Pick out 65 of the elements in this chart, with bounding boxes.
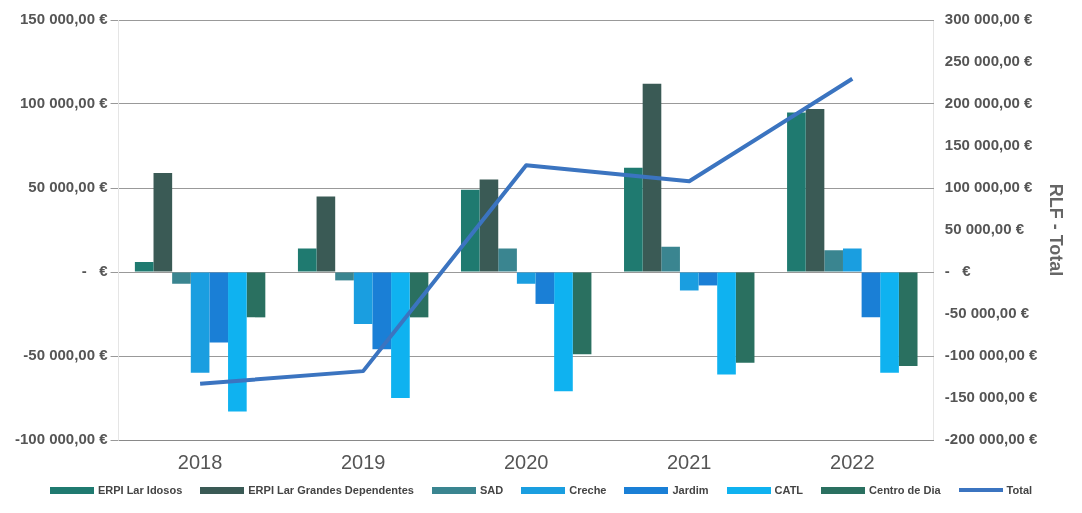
bar [353,272,373,325]
legend-label: Centro de Dia [869,484,941,496]
bar [297,248,317,272]
legend-label: ERPI Lar Grandes Dependentes [248,484,414,496]
x-tick-label: 2018 [177,450,223,473]
bar [898,272,918,367]
x-tick-label: 2020 [503,450,549,473]
y2-tick-label: 50 000,00 € [944,220,1025,238]
x-tick-label: 2021 [667,450,712,473]
y2-tick-label: 300 000,00 € [944,10,1034,28]
y2-tick-label: 200 000,00 € [944,94,1034,112]
x-tick-label: 2019 [340,450,386,473]
bar [228,272,247,412]
y2-tick-label: -200 000,00 € [944,430,1039,448]
y2-tick-label: 100 000,00 € [944,178,1034,196]
bar [498,248,517,272]
bar [787,112,806,272]
y2-tick-label: 250 000,00 € [944,52,1034,70]
bar [679,272,699,291]
y2-tick-label: -100 000,00 € [944,346,1039,364]
legend-label: ERPI Lar Idosos [97,484,183,496]
bar [209,272,229,343]
y2-axis-title: RLF - Total [1046,183,1067,277]
bar [460,189,480,272]
bar [824,250,843,272]
y2-tick-label: -150 000,00 € [944,388,1039,406]
y-tick-label: - € [81,262,109,280]
bar [698,272,718,286]
y2-tick-label: - € [944,262,972,280]
y-tick-label: 50 000,00 € [28,178,109,196]
bar [479,179,499,272]
bar [172,272,191,284]
y2-tick-label: 150 000,00 € [944,136,1034,154]
bar [642,83,662,272]
bar [535,272,555,304]
bar [335,272,354,281]
bar [735,272,755,363]
bar [516,272,536,284]
y-tick-label: -100 000,00 € [15,430,109,448]
legend-label: CATL [774,484,804,496]
y-tick-label: -50 000,00 € [23,346,109,364]
bar [372,272,392,350]
bar [134,261,154,272]
legend-label: Total [1006,484,1033,496]
bar [190,272,210,373]
bar [316,196,336,272]
bar [861,272,881,318]
y-tick-label: 150 000,00 € [19,10,109,28]
bar [391,272,410,398]
bar [880,272,899,373]
bar [717,272,736,375]
bar [246,272,266,318]
bar [805,109,825,272]
legend-label: SAD [479,484,504,496]
bar [572,272,592,355]
legend-label: Creche [569,484,607,496]
x-tick-label: 2022 [830,450,875,473]
legend-label: Jardim [672,484,709,496]
bar [661,246,680,272]
bar [554,272,573,392]
y-tick-label: 100 000,00 € [19,94,109,112]
y2-tick-label: -50 000,00 € [944,304,1030,322]
bar [624,167,643,272]
bar [842,248,862,272]
bar [153,172,173,272]
